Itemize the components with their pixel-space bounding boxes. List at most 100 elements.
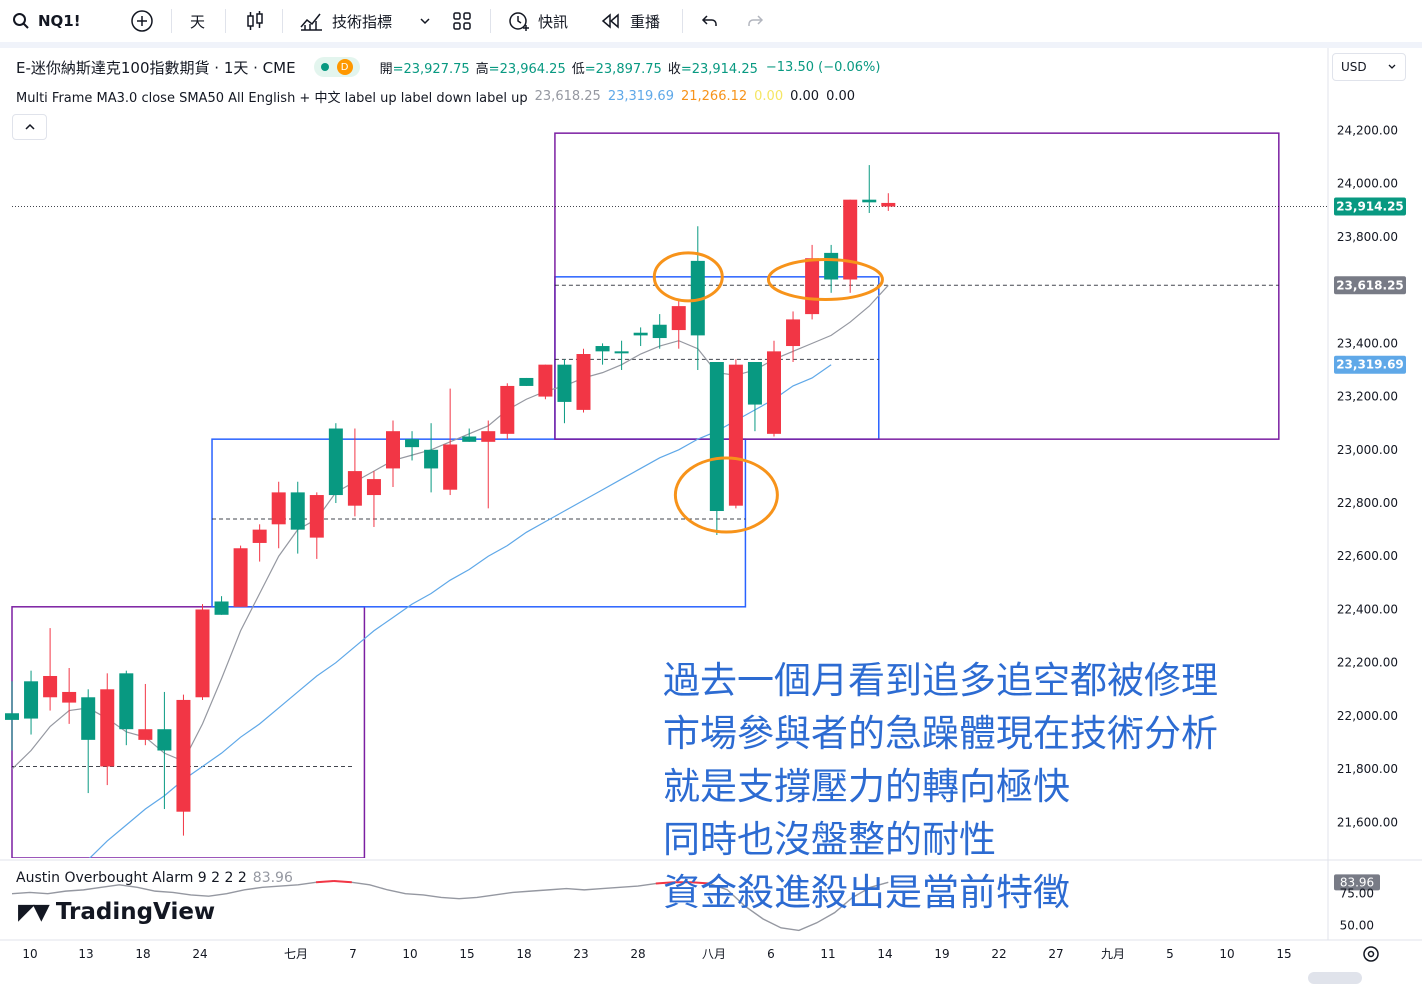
redo-button[interactable] [745, 0, 765, 42]
candle [328, 423, 343, 504]
candle [271, 481, 286, 549]
candle [176, 694, 191, 836]
candle [424, 423, 439, 493]
collapse-legend-button[interactable] [12, 114, 47, 140]
alert-label: 快訊 [538, 12, 569, 31]
time-tick-label: 七月 [284, 947, 308, 961]
bar-style-icon [247, 11, 263, 30]
symbol-search[interactable]: NQ1! [12, 0, 81, 42]
oscillator-legend[interactable]: Austin Overbought Alarm 9 2 2 2 83.96 [16, 870, 293, 886]
time-tick-label: 15 [459, 947, 474, 961]
candle [576, 348, 591, 413]
tradingview-logo[interactable]: ◤▼ TradingView [18, 897, 215, 927]
candle-body [728, 364, 743, 506]
time-tick-label: 23 [573, 947, 588, 961]
candle-body [328, 428, 343, 496]
candle [500, 383, 515, 440]
orange-circle [652, 251, 724, 303]
currency-select[interactable]: USD [1332, 53, 1406, 81]
add-symbol-button[interactable] [130, 0, 154, 42]
redo-icon [748, 15, 764, 26]
candle-body [633, 332, 648, 336]
candle [690, 226, 705, 370]
candle [862, 165, 877, 213]
low-value: =23,897.75 [584, 61, 662, 77]
toolbar-divider [682, 9, 683, 33]
indicator-values: 23,618.25 23,319.69 21,266.12 0.00 0.00 0.00 [528, 89, 855, 104]
candle [671, 300, 686, 349]
candle [652, 314, 667, 349]
change-value: −13.50 (−0.06%) [765, 59, 881, 75]
candle [81, 689, 96, 794]
indicator-legend[interactable]: Multi Frame MA3.0 close SMA50 All Englis… [16, 86, 855, 106]
candle-body [481, 431, 496, 442]
brand-name: TradingView [55, 899, 216, 925]
templates-button[interactable] [451, 0, 473, 42]
oscillator-badge [1334, 874, 1380, 891]
indicators-label: 技術指標 [332, 12, 393, 31]
indicators-button[interactable]: 技術指標 [298, 0, 392, 42]
time-tick-label: 5 [1166, 947, 1174, 961]
undo-button[interactable] [700, 0, 720, 42]
candle-body [138, 729, 153, 740]
annotation-line: 資金殺進殺出是當前特徵 [663, 871, 1070, 914]
price-tick-label: 23,800.00 [1337, 230, 1398, 244]
chart-type-button[interactable] [243, 0, 267, 42]
candle [347, 428, 362, 517]
replay-button[interactable]: 重播 [600, 0, 660, 42]
oscillator-name: Austin Overbought Alarm 9 2 2 2 [16, 870, 247, 886]
gear-ring [1363, 946, 1379, 962]
market-status-badge[interactable]: D [313, 57, 360, 77]
annotation-text: 過去一個月看到追多追空都被修理 市場參與者的急躁體現在技術分析 就是支撐壓力的轉向極… [663, 654, 1218, 919]
candle-body [519, 377, 534, 386]
candle [805, 244, 820, 320]
candle-body [43, 675, 58, 698]
price-axis[interactable]: 24,200.00 24,000.00 23,800.00 23,400.00 23,2… [1327, 48, 1406, 940]
candle-body [5, 713, 19, 720]
candle [366, 471, 381, 527]
add-symbol-icon [131, 10, 153, 32]
open-value: =23,927.75 [392, 61, 470, 77]
settings-gear-icon [1363, 946, 1379, 962]
candle [157, 691, 172, 810]
indicator-value: 23,618.25 [534, 88, 601, 104]
candle-body [462, 436, 477, 442]
interval-button[interactable]: 天 [190, 0, 205, 42]
range-box [554, 132, 1280, 440]
candle-body [424, 449, 439, 469]
time-tick-label: 11 [820, 947, 835, 961]
annotation-circles[interactable] [652, 251, 884, 534]
orange-circle [673, 456, 779, 534]
time-axis[interactable]: 10 13 18 24 七月 7 10 15 18 23 28 八月 6 11 14 19 22 27 九月 5 10 1… [0, 939, 1422, 984]
price-badge [1334, 355, 1406, 374]
candle-body [786, 319, 801, 347]
orange-circle [766, 258, 884, 302]
high-value: =23,964.25 [488, 61, 566, 77]
annotation-line: 市場參與者的急躁體現在技術分析 [663, 712, 1218, 755]
candle [5, 681, 19, 751]
candle-body [843, 199, 858, 280]
replay-icon [601, 13, 619, 29]
candle [62, 668, 77, 724]
candle [443, 388, 458, 496]
candle-body [386, 431, 400, 469]
candle-body [881, 202, 896, 207]
candle-body [271, 492, 286, 525]
indicators-dropdown[interactable] [418, 0, 432, 42]
alert-button[interactable]: 快訊 [506, 0, 568, 42]
overbought-segment [315, 880, 334, 884]
candle [233, 545, 248, 607]
templates-icon [453, 12, 471, 30]
price-tick-label: 21,600.00 [1337, 815, 1398, 829]
candle-body [24, 681, 39, 719]
candle-body [538, 364, 553, 397]
instrument-title[interactable]: E-迷你納斯達克100指數期貨 · 1天 · CME [16, 58, 296, 77]
candle-body [614, 351, 629, 354]
candle [767, 340, 781, 437]
time-tick-label: 19 [934, 947, 949, 961]
toolbar-shadow [0, 42, 1422, 48]
toolbar-divider [282, 9, 283, 33]
candle [214, 596, 229, 615]
